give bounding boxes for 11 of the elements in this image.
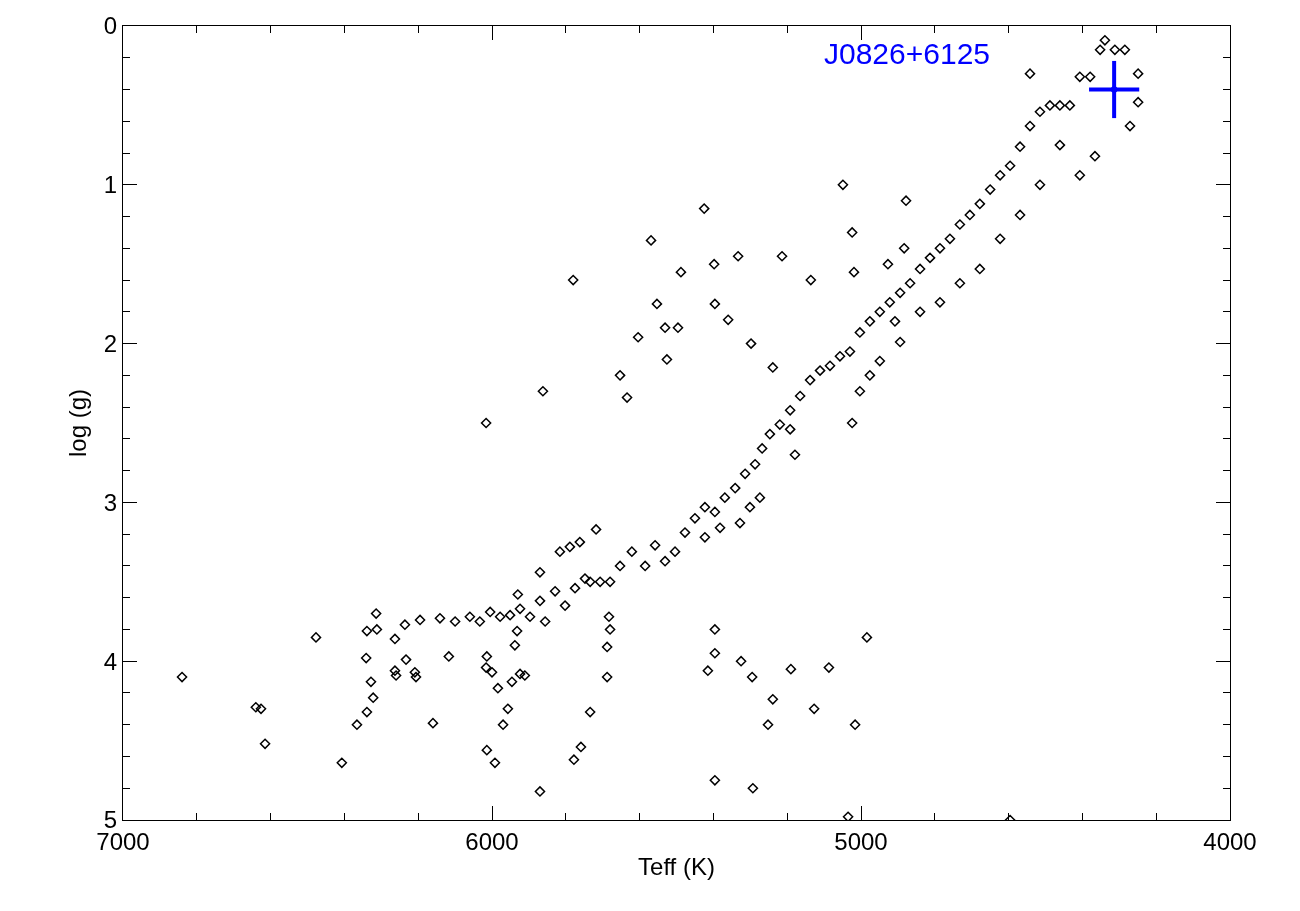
x-tick-label: 4000 xyxy=(1203,827,1257,855)
y-tick-label: 3 xyxy=(103,488,118,516)
y-tick-label: 4 xyxy=(103,647,118,675)
x-axis-title: Teff (K) xyxy=(638,853,715,881)
annotation: J0826+6125 xyxy=(824,37,990,70)
y-tick-label: 1 xyxy=(103,171,118,199)
y-axis-title: log (g) xyxy=(63,388,91,458)
y-tick-label: 2 xyxy=(103,330,118,357)
y-tick-label: 0 xyxy=(103,12,118,40)
x-tick-label: 6000 xyxy=(465,827,519,855)
x-tick-label: 5000 xyxy=(834,827,888,855)
